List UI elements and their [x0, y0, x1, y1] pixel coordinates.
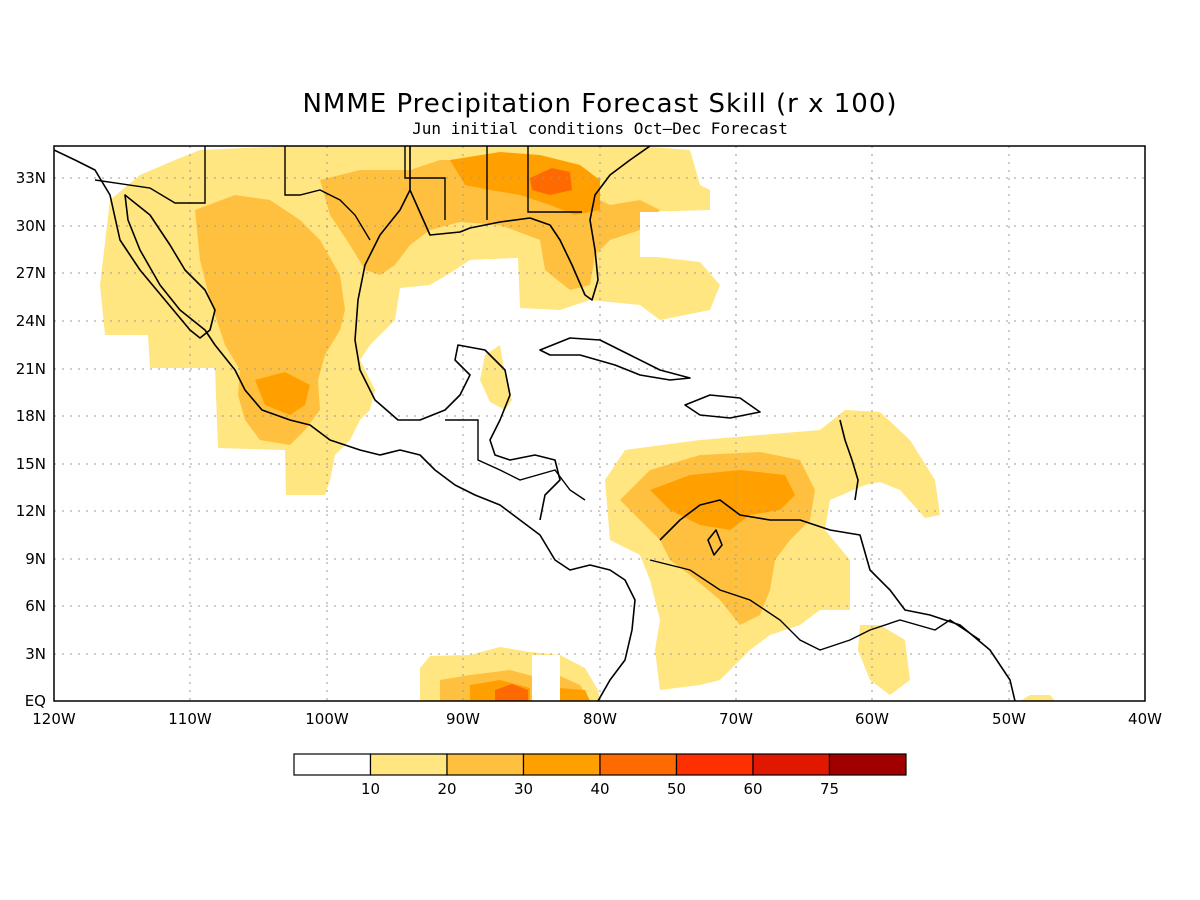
skill-shading: [100, 146, 1055, 701]
map-title: NMME Precipitation Forecast Skill (r x 1…: [302, 89, 897, 119]
y-tick-label: 9N: [25, 550, 46, 568]
y-tick-label: 24N: [16, 312, 46, 330]
coast-cuba: [539, 337, 691, 381]
plot-frame: [53, 145, 1146, 702]
x-tick-label: 80W: [583, 710, 617, 728]
border-us-states: [404, 146, 582, 220]
white-gulf-gap: [440, 258, 518, 315]
y-tick-label: 30N: [16, 217, 46, 235]
x-tick-label: 120W: [32, 710, 76, 728]
map-subtitle: Jun initial conditions Oct–Dec Forecast: [412, 119, 788, 138]
colorbar-label: 30: [514, 780, 533, 798]
colorbar-label: 40: [590, 780, 609, 798]
colorbar-swatch: [522, 753, 601, 776]
y-axis: EQ 3N 6N 9N 12N 15N 18N 21N 24N 27N 30N …: [16, 169, 46, 710]
x-tick-label: 70W: [719, 710, 753, 728]
map-gridlines: [54, 146, 1145, 701]
border-south-america: [649, 559, 981, 651]
skill-region-pacific-peak: [495, 684, 528, 701]
y-tick-label: 12N: [16, 502, 46, 520]
colorbar-label: 20: [437, 780, 456, 798]
skill-region-yucatan: [480, 345, 512, 410]
colorbar-swatch: [752, 753, 831, 776]
x-tick-label: 40W: [1128, 710, 1162, 728]
skill-region-pacific-hot-east: [560, 688, 590, 701]
colorbar-label: 50: [667, 780, 686, 798]
x-tick-label: 100W: [305, 710, 349, 728]
coast-us-gulf: [409, 146, 651, 301]
coast-hispaniola: [684, 394, 761, 419]
x-tick-label: 90W: [446, 710, 480, 728]
colorbar-label: 10: [361, 780, 380, 798]
white-atlantic-gap: [640, 212, 720, 257]
skill-region-brazil-tip: [1020, 695, 1055, 701]
colorbar-label: 75: [820, 780, 839, 798]
y-tick-label: 18N: [16, 407, 46, 425]
x-tick-label: 110W: [168, 710, 212, 728]
skill-region-mexico-interior: [255, 372, 310, 415]
coast-lesser-antilles: [839, 419, 859, 501]
coast-gulf: [354, 146, 561, 521]
coast-mexico-pacific: [54, 149, 636, 701]
coast-maracaibo: [707, 529, 723, 556]
y-tick-label: 27N: [16, 264, 46, 282]
y-tick-label: 15N: [16, 455, 46, 473]
colorbar-label: 60: [743, 780, 762, 798]
skill-region-georgia-peak: [530, 168, 572, 195]
white-pacific-gap: [532, 655, 560, 701]
borders: [94, 146, 981, 651]
colorbar-swatch: [293, 753, 372, 776]
colorbar: 10 20 30 40 50 60 75: [293, 753, 907, 798]
colorbar-swatch: [369, 753, 448, 776]
x-tick-label: 50W: [992, 710, 1026, 728]
y-tick-label: 6N: [25, 597, 46, 615]
skill-region-mexico-core: [195, 195, 345, 445]
colorbar-swatch: [446, 753, 525, 776]
y-tick-label: EQ: [25, 692, 46, 710]
y-tick-label: 3N: [25, 645, 46, 663]
y-tick-label: 33N: [16, 169, 46, 187]
colorbar-swatch: [675, 753, 754, 776]
colorbar-swatch: [828, 753, 907, 776]
x-axis: 120W 110W 100W 90W 80W 70W 60W 50W 40W: [32, 710, 1162, 728]
border-us-mexico: [94, 146, 371, 241]
skill-region-guyana: [858, 625, 910, 695]
x-tick-label: 60W: [855, 710, 889, 728]
y-tick-label: 21N: [16, 360, 46, 378]
colorbar-swatch: [599, 753, 678, 776]
border-central-america: [445, 419, 586, 501]
